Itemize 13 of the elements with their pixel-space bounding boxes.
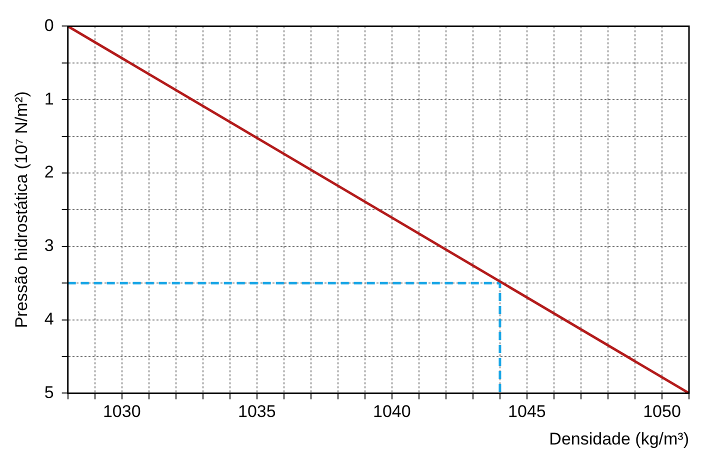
x-axis-title: Densidade (kg/m³) — [549, 429, 689, 448]
y-tick-label: 0 — [44, 16, 54, 35]
y-tick-label: 5 — [44, 382, 54, 402]
x-tick-label: 1040 — [373, 402, 411, 422]
y-tick-label: 2 — [44, 162, 54, 182]
y-tick-label: 4 — [44, 309, 54, 328]
x-tick-label: 1045 — [508, 402, 546, 422]
y-tick-label: 3 — [44, 236, 54, 256]
x-tick-label: 1050 — [643, 402, 681, 422]
y-axis-title: Pressão hidrostática (10⁷ N/m²) — [12, 91, 31, 328]
x-tick-label: 1030 — [102, 402, 141, 422]
y-tick-label: 1 — [44, 89, 54, 108]
x-tick-label: 1035 — [238, 402, 276, 422]
